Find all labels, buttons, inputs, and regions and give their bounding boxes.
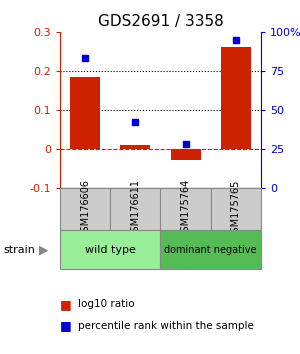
Text: log10 ratio: log10 ratio — [78, 299, 135, 309]
Text: GSM176611: GSM176611 — [130, 179, 140, 238]
Text: ■: ■ — [60, 319, 72, 332]
Bar — [110, 188, 160, 230]
Text: GSM176606: GSM176606 — [80, 179, 90, 238]
Bar — [60, 188, 110, 230]
Text: GSM175764: GSM175764 — [181, 179, 190, 239]
Bar — [160, 230, 261, 269]
Text: ■: ■ — [60, 298, 72, 311]
Text: GSM175765: GSM175765 — [231, 179, 241, 239]
Bar — [221, 47, 251, 149]
Text: percentile rank within the sample: percentile rank within the sample — [78, 321, 254, 331]
Bar — [211, 188, 261, 230]
Text: wild type: wild type — [85, 245, 136, 255]
Bar — [160, 188, 211, 230]
Text: ▶: ▶ — [39, 243, 49, 256]
Bar — [120, 145, 150, 149]
Bar — [70, 77, 100, 149]
Bar — [60, 230, 160, 269]
Text: strain: strain — [3, 245, 35, 255]
Text: dominant negative: dominant negative — [164, 245, 257, 255]
Title: GDS2691 / 3358: GDS2691 / 3358 — [98, 14, 224, 29]
Bar — [170, 149, 201, 160]
